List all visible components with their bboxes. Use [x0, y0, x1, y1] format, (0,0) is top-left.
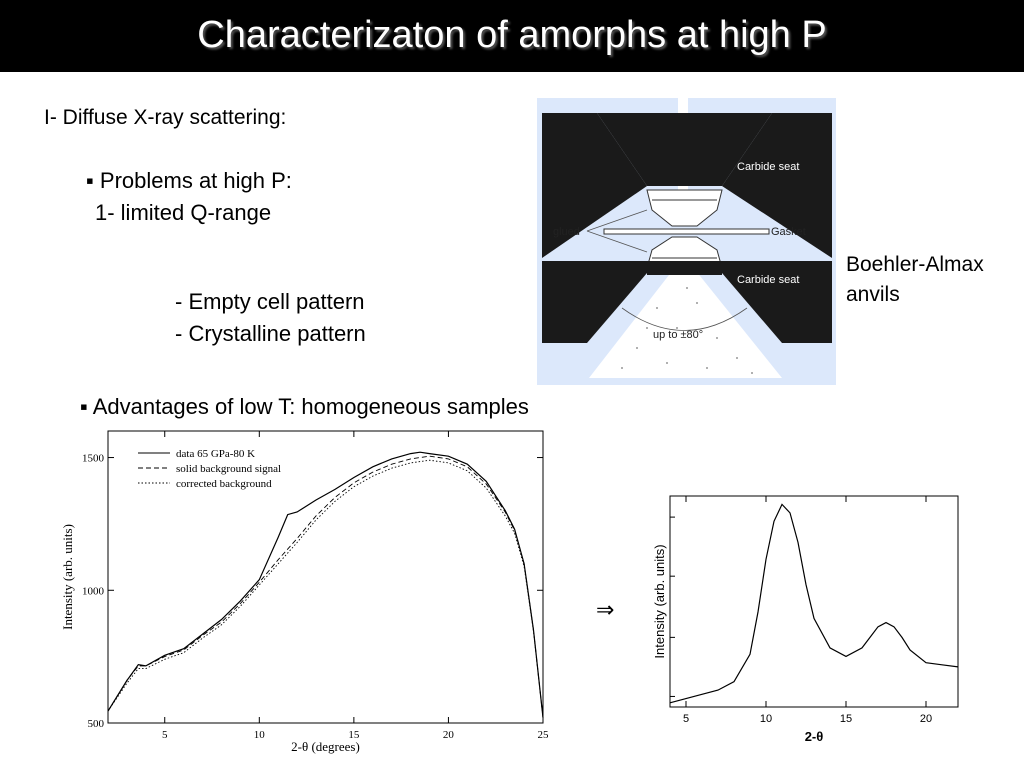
- anvil-top: [646, 189, 723, 227]
- x-tick-label-15: 15: [348, 729, 360, 741]
- anvil-diagram: Carbide seat Carbide seat glued Gasket u…: [537, 98, 836, 385]
- carbide-seat-top-center: [597, 113, 772, 186]
- x-tick-label-10: 10: [254, 729, 266, 741]
- section-heading: I- Diffuse X-ray scattering:: [44, 106, 287, 129]
- caption-line-2: anvils: [846, 283, 900, 306]
- pointer-glued-top: [586, 209, 648, 232]
- x-tick-label-20: 20: [920, 713, 932, 725]
- y-tick-label-1000: 1000: [82, 585, 105, 597]
- implies-arrow: ⇒: [596, 597, 615, 622]
- sub-item-empty-cell: - Empty cell pattern: [175, 289, 365, 314]
- intensity-plot-corrected: 5 10 15 20 2-θ Intensity (arb. units): [652, 495, 959, 744]
- legend-entry-1: solid background signal: [176, 463, 281, 475]
- label-carbide-top: Carbide seat: [737, 161, 799, 173]
- y-tick-label-1500: 1500: [82, 453, 105, 465]
- x-tick-label-15: 15: [840, 713, 852, 725]
- legend-entry-2: corrected background: [176, 478, 272, 490]
- slide-title: Characterizaton of amorphs at high P: [197, 14, 827, 56]
- angle-arc: [621, 307, 748, 331]
- x-tick-label-25: 25: [538, 729, 550, 741]
- x-tick-label-10: 10: [760, 713, 772, 725]
- carbide-seat-bottom-left: [542, 261, 647, 343]
- sub-item-crystalline: - Crystalline pattern: [175, 321, 366, 346]
- x-tick-label-5: 5: [162, 729, 168, 741]
- label-glued: glued: [553, 226, 580, 238]
- advantages-text: ▪ Advantages of low T: homogeneous sampl…: [80, 394, 529, 419]
- problems-heading: ▪ Problems at high P:: [86, 168, 292, 193]
- caption-line-1: Boehler-Almax: [846, 253, 984, 276]
- problem-item-1: 1- limited Q-range: [95, 200, 272, 225]
- series-line-2: [107, 459, 544, 718]
- plot-frame: [107, 430, 544, 724]
- label-gasket: Gasket: [771, 226, 806, 238]
- series-line-0: [669, 503, 959, 704]
- x-axis-label: 2-θ (degrees): [291, 739, 360, 754]
- carbide-seat-top-left: [542, 113, 647, 258]
- y-axis-label: Intensity (arb. units): [652, 544, 667, 658]
- series-line-1: [107, 455, 544, 718]
- x-axis-label: 2-θ: [805, 729, 824, 744]
- x-tick-label-20: 20: [443, 729, 455, 741]
- gasket: [603, 228, 770, 235]
- carbide-seat-bottom-right: [722, 261, 832, 343]
- y-tick-label-500: 500: [88, 718, 105, 730]
- label-carbide-bottom: Carbide seat: [737, 274, 799, 286]
- label-angle: up to ±80°: [653, 329, 703, 341]
- series-line-0: [107, 451, 544, 718]
- carbide-seat-bottom-center: [647, 261, 722, 275]
- carbide-seat-top-right: [722, 113, 832, 258]
- plot-frame: [669, 495, 959, 708]
- scatter-cone: [589, 266, 782, 378]
- legend-entry-0: data 65 GPa-80 K: [176, 448, 255, 460]
- pointer-glued-bottom: [586, 230, 648, 253]
- x-tick-label-5: 5: [683, 713, 689, 725]
- y-axis-label: Intensity (arb. units): [60, 524, 75, 630]
- title-bar: Characterizaton of amorphs at high P: [0, 0, 1024, 72]
- intensity-plot-raw: 5 10 15 20 25 500 1000 1500 2-θ (degrees) Intensi…: [60, 430, 550, 754]
